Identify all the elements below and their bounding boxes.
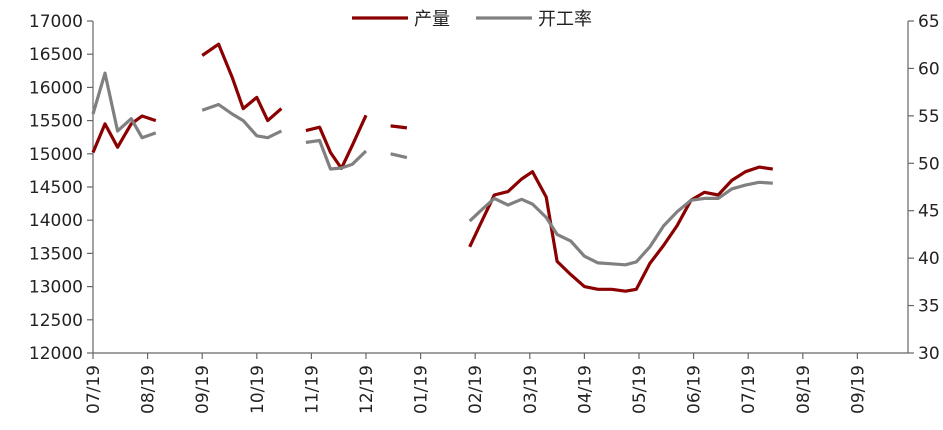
y-left-tick-label: 15000 <box>29 145 83 165</box>
y-left-tick-label: 12500 <box>29 311 83 331</box>
x-tick-label: 11/19 <box>302 365 322 414</box>
legend-label-0: 产量 <box>414 9 450 30</box>
y-left-tick-label: 14000 <box>29 211 83 231</box>
y-left-tick-label: 14500 <box>29 178 83 198</box>
series-layer <box>91 42 774 293</box>
x-tick-label: 08/19 <box>139 365 159 414</box>
x-tick-label: 02/19 <box>466 365 486 414</box>
y-left-tick-label: 16500 <box>29 45 83 65</box>
series-1-line-segment <box>305 138 368 171</box>
y-right-tick-label: 35 <box>918 297 940 317</box>
legend-label-1: 开工率 <box>538 9 592 30</box>
series-1-line-segment <box>91 71 157 140</box>
series-1-line-segment <box>468 180 773 267</box>
x-tick-label: 08/19 <box>794 365 814 414</box>
x-tick-label: 12/19 <box>357 365 377 414</box>
y-right-tick-label: 50 <box>918 154 940 174</box>
y-left-tick-label: 13000 <box>29 278 83 298</box>
series-1-line-segment <box>201 102 283 140</box>
series-0-line-segment <box>468 165 774 293</box>
x-tick-label: 09/19 <box>193 365 213 414</box>
x-tick-label: 01/19 <box>412 365 432 414</box>
y-left-tick-label: 13500 <box>29 244 83 264</box>
y-right-tick-label: 65 <box>918 12 940 32</box>
x-tick-label: 07/19 <box>739 365 759 414</box>
x-tick-label: 06/19 <box>685 365 705 414</box>
series-0-line-segment <box>305 114 368 170</box>
y-right-tick-label: 60 <box>918 59 940 79</box>
y-right-tick-label: 30 <box>918 344 940 364</box>
y-left-tick-label: 17000 <box>29 12 83 32</box>
x-tick-label: 10/19 <box>248 365 268 414</box>
x-tick-label: 07/19 <box>84 365 104 414</box>
legend: 产量 开工率 <box>352 9 592 30</box>
series-1-line-segment <box>390 152 408 160</box>
y-left-tick-label: 15500 <box>29 112 83 132</box>
y-left-tick-label: 16000 <box>29 78 83 98</box>
x-tick-label: 05/19 <box>630 365 650 414</box>
x-tick-label: 03/19 <box>521 365 541 414</box>
series-0-line-segment <box>201 42 283 123</box>
y-right-tick-label: 40 <box>918 249 940 269</box>
x-tick-label: 09/19 <box>848 365 868 414</box>
y-right-tick-label: 55 <box>918 107 940 127</box>
x-tick-label: 04/19 <box>575 365 595 414</box>
axes: 12000 12500 13000 13500 14000 14500 15000 15500… <box>29 12 940 414</box>
series-0-line-segment <box>390 124 408 130</box>
y-right-tick-label: 45 <box>918 202 940 222</box>
series-0-line-segment <box>91 114 157 154</box>
y-left-tick-label: 12000 <box>29 344 83 364</box>
